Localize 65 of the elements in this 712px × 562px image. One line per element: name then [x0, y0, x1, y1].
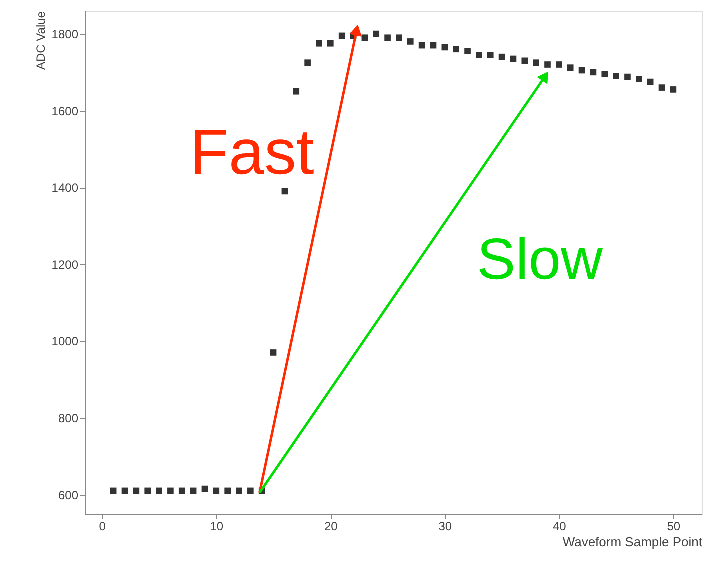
point — [578, 67, 586, 74]
point — [133, 488, 140, 494]
point — [190, 488, 197, 494]
point — [418, 42, 426, 49]
point — [304, 60, 311, 66]
point — [430, 42, 437, 49]
point — [544, 62, 551, 68]
point — [156, 488, 162, 494]
x-tick-label: 30 — [438, 520, 452, 534]
x-tick-label: 40 — [552, 520, 567, 534]
point — [498, 54, 506, 60]
x-tick-label: 50 — [667, 520, 681, 534]
y-tick-label: 1400 — [52, 181, 79, 196]
point — [110, 488, 117, 494]
point — [670, 86, 677, 93]
point — [270, 350, 277, 356]
y-tick-label: 1200 — [52, 258, 79, 272]
annotation: Slow — [477, 227, 604, 292]
point — [213, 488, 220, 494]
y-tick-label: 600 — [58, 488, 79, 502]
point — [522, 58, 528, 64]
point — [293, 88, 300, 95]
y-tick-label: 1000 — [52, 334, 79, 349]
point — [487, 52, 494, 58]
point — [362, 34, 368, 42]
point — [636, 76, 642, 83]
point — [178, 488, 186, 494]
point — [384, 34, 391, 42]
point — [327, 40, 334, 47]
point — [624, 74, 631, 80]
point — [407, 38, 414, 45]
point — [658, 84, 666, 91]
y-tick-label: 1800 — [52, 28, 79, 42]
point — [510, 56, 517, 62]
point — [476, 52, 482, 58]
point — [453, 46, 460, 53]
point — [567, 64, 574, 71]
point — [224, 488, 231, 494]
y-tick-label: 800 — [58, 412, 79, 426]
point — [613, 73, 620, 80]
x-tick-label: 10 — [210, 520, 224, 534]
point — [168, 488, 174, 494]
point — [464, 48, 471, 54]
point — [602, 71, 608, 78]
point — [373, 30, 380, 38]
point — [202, 486, 208, 492]
x-tick-label: 20 — [324, 520, 338, 534]
point — [122, 488, 128, 494]
point — [236, 488, 242, 494]
point — [248, 488, 254, 494]
point — [590, 69, 597, 76]
point — [144, 488, 152, 494]
point — [647, 78, 654, 86]
y-tick-label: 1600 — [52, 104, 79, 118]
point — [556, 62, 562, 68]
point — [338, 32, 346, 40]
annotation: Fast — [190, 116, 314, 188]
x-axis-title: Waveform Sample Point — [562, 534, 703, 550]
point — [442, 44, 448, 51]
y-axis-title: ADC Value — [34, 11, 48, 70]
x-tick-label: 0 — [99, 520, 106, 534]
point — [533, 60, 540, 66]
point — [396, 34, 402, 42]
point — [316, 40, 322, 47]
point — [282, 188, 288, 195]
